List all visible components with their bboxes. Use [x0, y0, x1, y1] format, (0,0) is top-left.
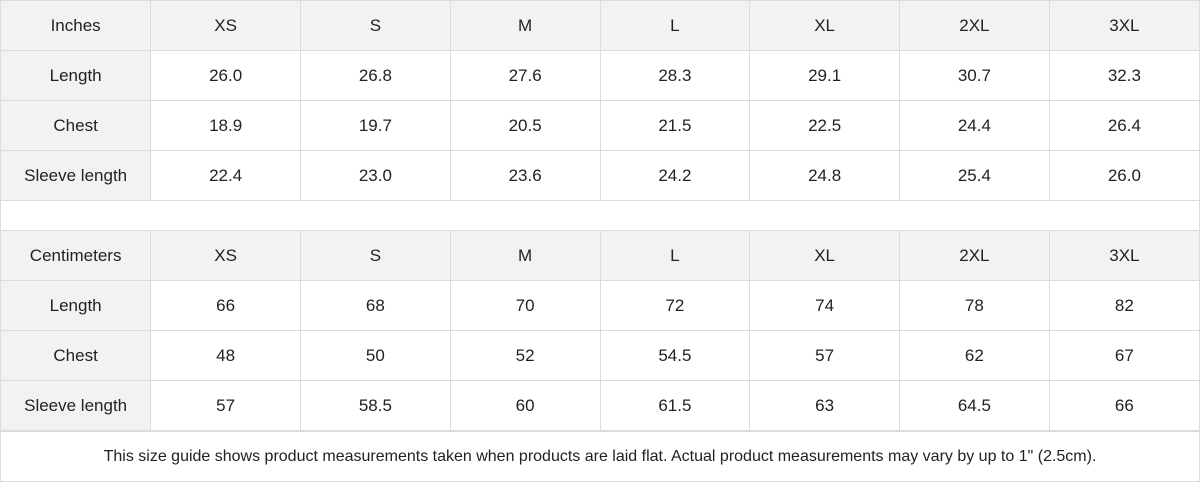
- header-row: Centimeters XS S M L XL 2XL 3XL: [1, 231, 1199, 281]
- measurement-label: Sleeve length: [1, 380, 152, 431]
- measurement-value: 23.6: [449, 150, 601, 201]
- measurement-value: 25.4: [899, 150, 1050, 201]
- inches-table-container: Inches XS S M L XL 2XL 3XL Length 26.0 26.8 27.6 28.…: [1, 1, 1199, 201]
- centimeters-size-table: Centimeters XS S M L XL 2XL 3XL Length 66 68 70 72 74…: [1, 231, 1199, 431]
- table-row: Chest 48 50 52 54.5 57 62 67: [1, 330, 1199, 381]
- measurement-value: 63: [749, 380, 900, 431]
- size-header: M: [449, 231, 601, 281]
- measurement-value: 50: [300, 330, 451, 381]
- measurement-value: 72: [599, 280, 751, 331]
- size-header: 3XL: [1048, 1, 1199, 51]
- measurement-value: 68: [300, 280, 451, 331]
- measurement-value: 54.5: [599, 330, 751, 381]
- measurement-label: Chest: [1, 100, 152, 151]
- unit-header: Centimeters: [1, 231, 152, 281]
- measurement-value: 26.8: [300, 50, 451, 101]
- measurement-value: 27.6: [449, 50, 601, 101]
- measurement-value: 24.4: [899, 100, 1050, 151]
- measurement-value: 21.5: [599, 100, 751, 151]
- measurement-value: 24.2: [599, 150, 751, 201]
- measurement-value: 67: [1048, 330, 1199, 381]
- measurement-value: 28.3: [599, 50, 751, 101]
- table-row: Sleeve length 22.4 23.0 23.6 24.2 24.8 25.4 26.…: [1, 150, 1199, 201]
- size-header: 3XL: [1048, 231, 1199, 281]
- measurement-value: 60: [449, 380, 601, 431]
- measurement-value: 62: [899, 330, 1050, 381]
- measurement-value: 23.0: [300, 150, 451, 201]
- measurement-value: 32.3: [1048, 50, 1199, 101]
- measurement-value: 18.9: [150, 100, 301, 151]
- measurement-label: Length: [1, 50, 152, 101]
- measurement-value: 66: [150, 280, 301, 331]
- header-row: Inches XS S M L XL 2XL 3XL: [1, 1, 1199, 51]
- measurement-value: 26.0: [1048, 150, 1199, 201]
- measurement-value: 64.5: [899, 380, 1050, 431]
- table-row: Length 26.0 26.8 27.6 28.3 29.1 30.7 32.3: [1, 50, 1199, 101]
- measurement-label: Sleeve length: [1, 150, 152, 201]
- size-header: S: [300, 231, 451, 281]
- table-row: Chest 18.9 19.7 20.5 21.5 22.5 24.4 26.4: [1, 100, 1199, 151]
- size-header: 2XL: [899, 231, 1050, 281]
- measurement-value: 26.0: [150, 50, 301, 101]
- measurement-value: 22.4: [150, 150, 301, 201]
- measurement-value: 57: [749, 330, 900, 381]
- measurement-label: Chest: [1, 330, 152, 381]
- measurement-value: 22.5: [749, 100, 900, 151]
- measurement-value: 26.4: [1048, 100, 1199, 151]
- size-header: M: [449, 1, 601, 51]
- measurement-value: 66: [1048, 380, 1199, 431]
- measurement-value: 20.5: [449, 100, 601, 151]
- size-header: S: [300, 1, 451, 51]
- measurement-value: 61.5: [599, 380, 751, 431]
- size-guide-note: This size guide shows product measuremen…: [1, 431, 1199, 481]
- size-header: 2XL: [899, 1, 1050, 51]
- measurement-value: 52: [449, 330, 601, 381]
- measurement-value: 29.1: [749, 50, 900, 101]
- measurement-value: 70: [449, 280, 601, 331]
- measurement-value: 19.7: [300, 100, 451, 151]
- measurement-value: 24.8: [749, 150, 900, 201]
- measurement-value: 58.5: [300, 380, 451, 431]
- inches-size-table: Inches XS S M L XL 2XL 3XL Length 26.0 26.8 27.6 28.…: [1, 1, 1199, 201]
- measurement-value: 30.7: [899, 50, 1050, 101]
- size-header: XS: [150, 1, 301, 51]
- measurement-label: Length: [1, 280, 152, 331]
- size-header: L: [599, 1, 751, 51]
- unit-header: Inches: [1, 1, 152, 51]
- measurement-value: 78: [899, 280, 1050, 331]
- measurement-value: 74: [749, 280, 900, 331]
- size-header: XL: [749, 231, 900, 281]
- size-header: XL: [749, 1, 900, 51]
- measurement-value: 48: [150, 330, 301, 381]
- centimeters-table-container: Centimeters XS S M L XL 2XL 3XL Length 66 68 70 72 74…: [1, 231, 1199, 431]
- table-row: Length 66 68 70 72 74 78 82: [1, 280, 1199, 331]
- measurement-value: 57: [150, 380, 301, 431]
- table-row: Sleeve length 57 58.5 60 61.5 63 64.5 66: [1, 380, 1199, 431]
- size-header: L: [599, 231, 751, 281]
- measurement-value: 82: [1048, 280, 1199, 331]
- size-header: XS: [150, 231, 301, 281]
- table-spacer: [1, 201, 1199, 231]
